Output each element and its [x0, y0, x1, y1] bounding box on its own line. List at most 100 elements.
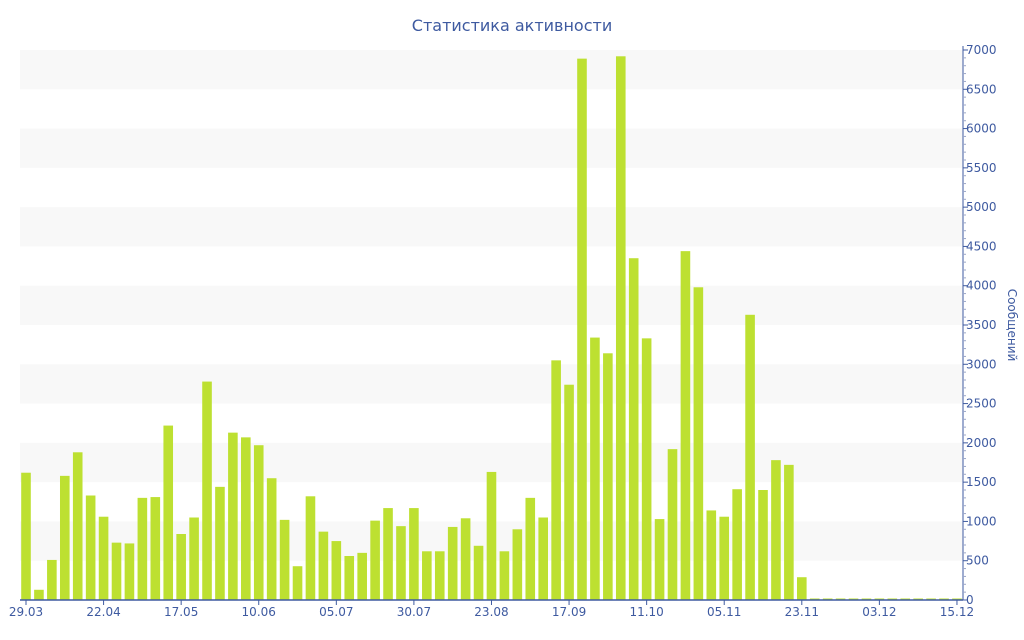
bar — [305, 496, 316, 600]
bar — [615, 56, 626, 601]
bar — [758, 490, 768, 600]
bar — [189, 517, 199, 600]
bar — [176, 534, 186, 600]
bar — [111, 542, 122, 600]
x-tick-label: 03.12 — [862, 605, 896, 619]
y-tick-label: 7000 — [966, 43, 997, 57]
bar — [680, 251, 691, 600]
y-tick-label: 0 — [966, 593, 974, 607]
grid-band — [20, 364, 963, 404]
bar — [512, 529, 523, 600]
bar — [693, 287, 704, 600]
x-tick-label: 11.10 — [629, 605, 663, 619]
bar — [383, 508, 393, 600]
bar — [150, 497, 161, 600]
bar — [667, 449, 678, 600]
x-tick-label: 15.12 — [940, 605, 974, 619]
bar — [771, 460, 781, 600]
y-tick-label: 2500 — [966, 397, 997, 411]
x-tick-label: 05.07 — [319, 605, 353, 619]
x-tick-label: 23.08 — [474, 605, 508, 619]
grid-band — [20, 285, 963, 325]
bar — [499, 551, 510, 600]
x-tick-label: 05.11 — [707, 605, 741, 619]
bar — [98, 516, 109, 600]
grid-band — [20, 50, 963, 90]
y-tick-label: 4000 — [966, 279, 997, 293]
y-tick-label: 3500 — [966, 318, 997, 332]
bar — [266, 478, 277, 600]
bar — [551, 360, 561, 600]
y-tick-label: 500 — [966, 554, 989, 568]
x-tick-label: 23.11 — [785, 605, 819, 619]
bar — [344, 556, 355, 600]
bar — [719, 516, 730, 600]
bar — [124, 543, 135, 600]
bar — [784, 464, 794, 600]
bar — [72, 452, 83, 600]
bar — [654, 519, 665, 600]
bar — [85, 495, 96, 600]
bar — [21, 472, 31, 600]
y-tick-label: 6000 — [966, 122, 997, 136]
bar — [47, 559, 57, 600]
bar — [473, 545, 484, 600]
bar — [215, 486, 225, 600]
y-tick-label: 2000 — [966, 436, 997, 450]
bar — [745, 314, 755, 600]
bar — [370, 520, 380, 600]
bar — [357, 552, 367, 600]
bar — [59, 475, 70, 600]
bar — [396, 526, 406, 600]
y-tick-label: 3000 — [966, 357, 997, 371]
x-tick-label: 10.06 — [242, 605, 276, 619]
y-axis: 0 500 1000 1500 2000 2500 3000 3500 4000 4500 5000… — [962, 43, 997, 607]
bar — [253, 445, 264, 600]
x-tick-label: 17.09 — [552, 605, 586, 619]
grid-bands — [20, 50, 963, 561]
bar — [732, 489, 742, 600]
x-tick-label: 17.05 — [164, 605, 198, 619]
x-axis: 29.03 22.04 17.05 10.06 05.07 30.07 23.08 17.09… — [9, 599, 974, 619]
grid-band — [20, 207, 963, 247]
y-tick-label: 6500 — [966, 82, 997, 96]
bar — [163, 425, 174, 600]
bar — [202, 381, 212, 600]
bar — [318, 531, 329, 600]
y-tick-label: 5500 — [966, 161, 997, 175]
bar — [525, 497, 536, 600]
bar — [434, 551, 445, 600]
x-tick-label: 29.03 — [9, 605, 43, 619]
bar — [641, 338, 652, 600]
bar — [228, 432, 238, 600]
bars — [21, 56, 962, 601]
bar — [564, 384, 574, 600]
bar — [538, 517, 548, 600]
grid-band — [20, 128, 963, 168]
bar — [447, 526, 458, 600]
bar — [628, 258, 639, 600]
y-tick-label: 5000 — [966, 200, 997, 214]
bar — [34, 589, 44, 600]
y-tick-label: 1500 — [966, 475, 997, 489]
bar — [797, 577, 807, 600]
bar — [292, 566, 303, 600]
x-tick-label: 22.04 — [86, 605, 120, 619]
bar — [279, 519, 290, 600]
y-tick-label: 4500 — [966, 239, 997, 253]
chart-title: Статистика активности — [412, 16, 612, 35]
x-tick-label: 30.07 — [397, 605, 431, 619]
bar — [137, 497, 148, 600]
bar — [603, 353, 613, 600]
bar — [590, 337, 600, 600]
bar — [331, 541, 342, 600]
bar — [486, 471, 497, 600]
bar — [422, 551, 432, 600]
bar — [706, 510, 717, 600]
bar — [409, 508, 419, 600]
y-axis-label: Сообщений — [1005, 289, 1019, 362]
bar — [577, 58, 587, 600]
bar — [460, 518, 471, 600]
y-tick-label: 1000 — [966, 514, 997, 528]
